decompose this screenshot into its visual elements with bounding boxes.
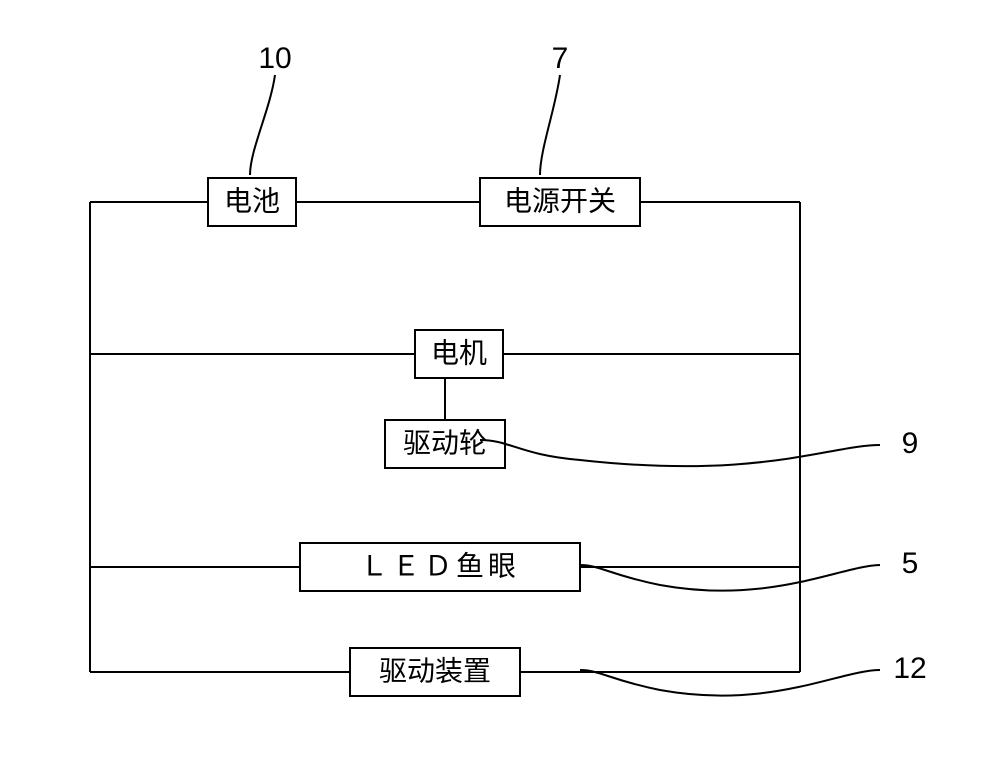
leader-10 — [250, 75, 275, 175]
led-fisheye-box: ＬＥＤ鱼眼 — [300, 543, 580, 591]
ref-10: 10 — [258, 42, 291, 75]
drive-wheel-box: 驱动轮 — [385, 420, 505, 468]
drive-device-label: 驱动装置 — [379, 655, 491, 687]
ref-9: 9 — [902, 427, 919, 460]
ref-12: 12 — [893, 652, 926, 685]
leader-7 — [540, 75, 560, 175]
ref-5: 5 — [902, 547, 919, 580]
leader-12 — [580, 670, 880, 696]
power-switch-label: 电源开关 — [504, 185, 616, 217]
led-fisheye-label: ＬＥＤ鱼眼 — [360, 550, 520, 582]
battery-label: 电池 — [224, 185, 280, 217]
leader-5 — [580, 565, 880, 591]
drive-wheel-label: 驱动轮 — [403, 427, 487, 459]
motor-box: 电机 — [415, 330, 503, 378]
drive-device-box: 驱动装置 — [350, 648, 520, 696]
power-switch-box: 电源开关 — [480, 178, 640, 226]
ref-7: 7 — [552, 42, 569, 75]
battery-box: 电池 — [208, 178, 296, 226]
motor-label: 电机 — [431, 337, 487, 369]
leader-9 — [480, 440, 880, 466]
block-diagram: 电池 电源开关 电机 驱动轮 ＬＥＤ鱼眼 驱动装置 10 7 9 5 12 — [0, 0, 1000, 763]
